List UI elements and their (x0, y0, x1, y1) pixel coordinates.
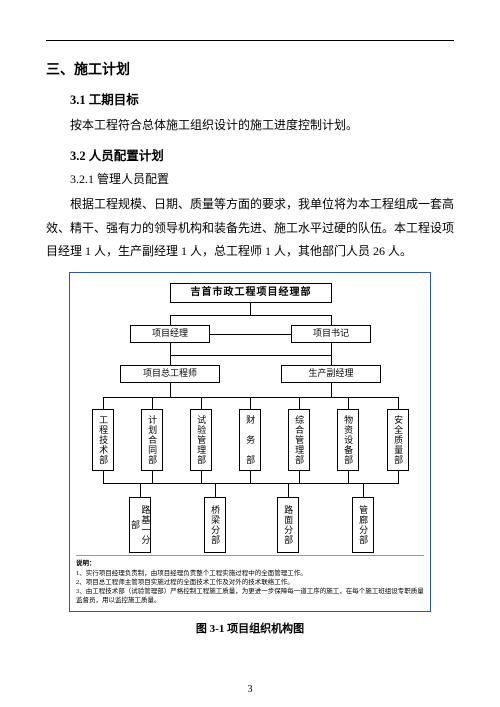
org-notes: 说明： 1、实行项目经理负责制，由项目经理负责整个工程实施过程中的全面管理工作。… (76, 555, 424, 605)
sub-1: 桥梁分部 (204, 497, 226, 553)
page-number: 3 (0, 684, 500, 695)
note-line: 1、实行项目经理负责制，由项目经理负责整个工程实施过程中的全面管理工作。 (76, 569, 424, 578)
org-line (215, 483, 216, 497)
notes-title: 说明： (76, 559, 424, 568)
org-line (331, 383, 332, 397)
dept-2: 试验管理部 (190, 409, 212, 471)
org-line (331, 343, 332, 355)
top-rule (46, 40, 454, 41)
org-line (299, 397, 300, 409)
org-line (201, 397, 202, 409)
org-line (170, 355, 171, 365)
org-line (363, 483, 364, 497)
org-line (210, 334, 291, 335)
org-line (170, 355, 332, 356)
org-line (170, 343, 171, 355)
section-heading-3: 三、施工计划 (46, 59, 454, 79)
sub-2: 路面分部 (277, 497, 299, 553)
org-line (103, 397, 399, 398)
dept-4: 综合管理部 (288, 409, 310, 471)
paragraph-3-2-1: 根据工程规模、日期、质量等方面的要求，我单位将为本工程组成一套高效、精干、强有力… (46, 193, 454, 263)
org-line (201, 471, 202, 483)
sub-0: 路基一分部 (129, 497, 151, 553)
node-pm: 项目经理 (130, 325, 210, 343)
org-line (250, 471, 251, 483)
subheading-3-2-1: 3.2.1 管理人员配置 (70, 170, 454, 187)
dept-0: 工程技术部 (92, 409, 114, 471)
org-line (140, 483, 141, 497)
node-chief-engineer: 项目总工程师 (120, 365, 220, 383)
org-chart: 吉首市政工程项目经理部 项目经理 项目书记 项目总工程师 生产副经理 (69, 272, 431, 612)
subheading-3-1: 3.1 工期目标 (70, 89, 454, 108)
org-line (348, 471, 349, 483)
org-line (398, 397, 399, 409)
org-line (348, 397, 349, 409)
org-title-node: 吉首市政工程项目经理部 (170, 283, 332, 303)
org-line (103, 483, 399, 484)
dept-3: 财 务 部 (239, 409, 261, 471)
subheading-3-2: 3.2 人员配置计划 (70, 145, 454, 164)
org-line (170, 315, 171, 325)
note-line: 3、由工程技术部（试验管理部）严格控制工程施工质量，为更进一步保障每一道工序的施… (76, 587, 424, 605)
node-deputy-pm: 生产副经理 (281, 365, 381, 383)
sub-3: 管廊分部 (352, 497, 374, 553)
dept-6: 安全质量部 (387, 409, 409, 471)
org-line (103, 397, 104, 409)
org-line (152, 471, 153, 483)
note-line: 2、项目总工程师主管项目实施过程的全面技术工作及对外的技术联络工作。 (76, 578, 424, 587)
figure-caption: 图 3-1 项目组织机构图 (46, 620, 454, 636)
org-line (299, 471, 300, 483)
org-line (170, 383, 171, 397)
dept-5: 物资设备部 (337, 409, 359, 471)
org-line (103, 471, 104, 483)
org-line (250, 397, 251, 409)
org-line (250, 303, 251, 315)
org-line (170, 315, 332, 316)
org-line (331, 355, 332, 365)
org-line (398, 471, 399, 483)
paragraph-3-1: 按本工程符合总体施工组织设计的施工进度控制计划。 (46, 114, 454, 137)
org-line (288, 483, 289, 497)
org-line (152, 397, 153, 409)
dept-1: 计划合同部 (141, 409, 163, 471)
org-line (331, 315, 332, 325)
node-secretary: 项目书记 (291, 325, 371, 343)
